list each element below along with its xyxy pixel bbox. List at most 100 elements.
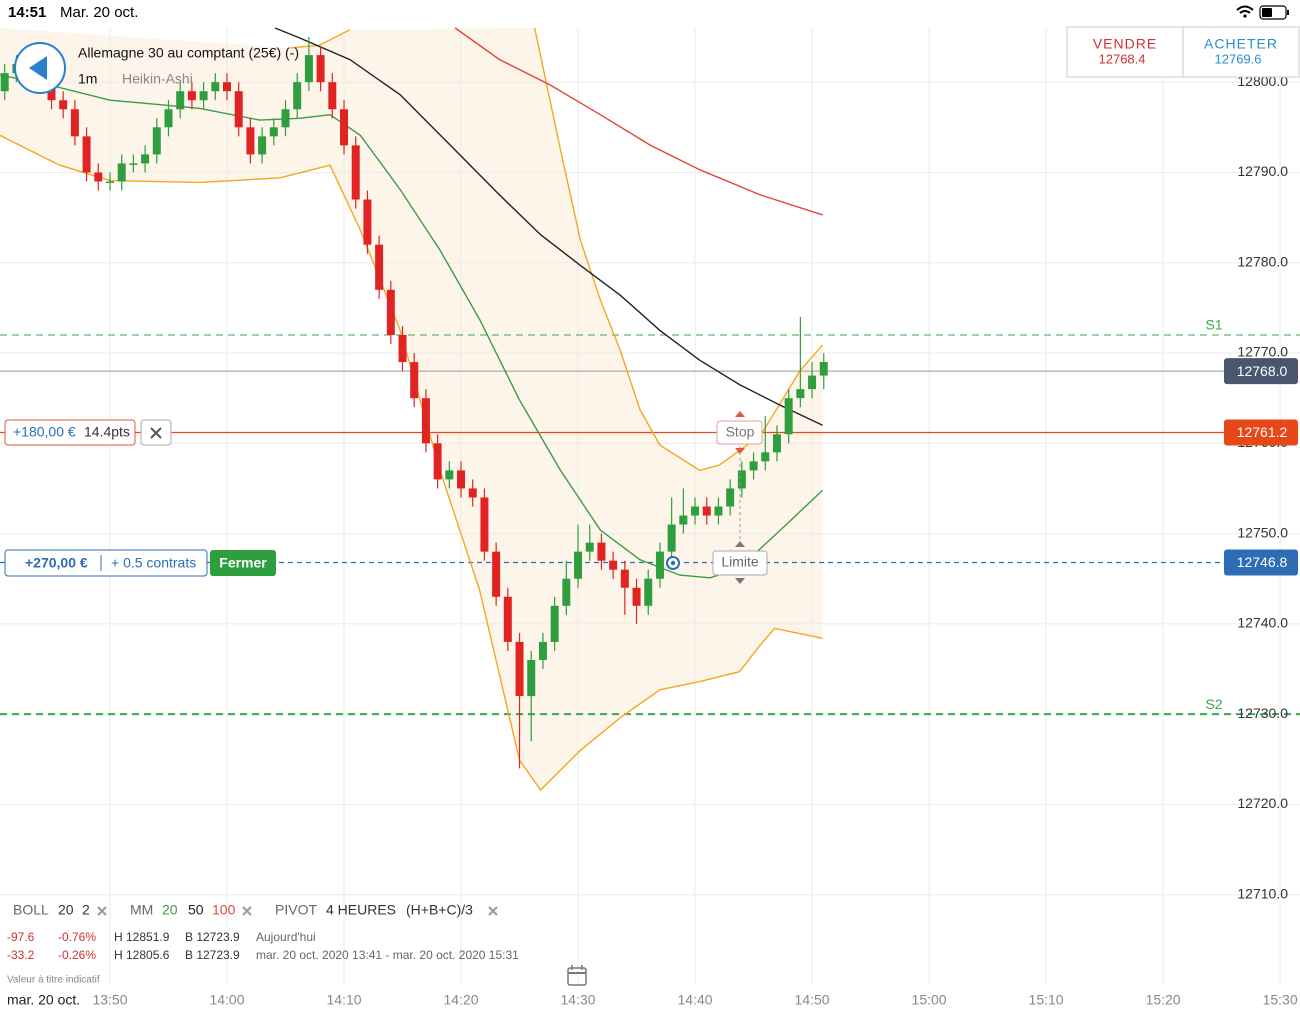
instrument-name: Allemagne 30 au comptant (25€) (-) [78, 45, 299, 61]
candle-body [269, 127, 278, 137]
x-tick-label: 15:30 [1263, 992, 1298, 1008]
indicator-line [0, 134, 823, 792]
back-button[interactable] [14, 42, 66, 94]
candle-body [702, 506, 711, 516]
price-tag [1224, 549, 1298, 576]
candle-body [515, 641, 524, 697]
price-tag [1224, 358, 1298, 385]
timeframe[interactable]: 1m [78, 71, 97, 87]
candle-body [164, 109, 173, 128]
remove-mm[interactable] [242, 906, 252, 916]
candle-body [176, 91, 185, 110]
candle-body [655, 551, 664, 579]
candle-body [691, 506, 700, 516]
candle-body [749, 461, 758, 471]
y-tick-label: 12750.0 [1237, 524, 1288, 540]
candle-body [433, 443, 442, 480]
candle-body [105, 181, 114, 183]
candle-body [328, 82, 337, 110]
sell-price[interactable]: 12768.4 [1099, 51, 1146, 66]
low: B 12723.9 [185, 948, 240, 962]
stop-handle[interactable] [716, 420, 763, 445]
mm-label[interactable]: MM [130, 902, 153, 918]
support-label: S1 [1205, 317, 1222, 333]
sell-label[interactable]: VENDRE [1093, 36, 1157, 52]
close-button-label[interactable]: Fermer [219, 555, 267, 571]
price-tag-label: 12746.8 [1237, 554, 1288, 570]
stop-order-box[interactable] [4, 419, 136, 446]
change-percent: -0.26% [58, 948, 96, 962]
calendar-button[interactable] [567, 965, 587, 986]
candle-body [281, 109, 290, 128]
y-tick-label: 12730.0 [1237, 705, 1288, 721]
candle-body [363, 199, 372, 245]
candle-body [597, 542, 606, 561]
limit-label[interactable]: Limite [721, 554, 759, 570]
disclaimer: Valeur à titre indicatif [7, 975, 100, 986]
candle-body [644, 578, 653, 606]
buy-label[interactable]: ACHETER [1204, 36, 1278, 52]
candle-body [375, 244, 384, 290]
chart-style[interactable]: Heikin-Ashi [122, 71, 193, 87]
candle-body [679, 515, 688, 525]
x-tick-label: 14:50 [795, 992, 830, 1008]
candle-body [761, 452, 770, 462]
candle-body [620, 569, 629, 588]
stop-drag-down[interactable] [735, 448, 745, 454]
high: H 12851.9 [114, 930, 170, 944]
candle-body [129, 163, 138, 165]
status-time: 14:51 [8, 4, 46, 21]
stop-cancel[interactable] [140, 419, 172, 446]
candle-body [714, 506, 723, 516]
status-date: Mar. 20 oct. [60, 4, 138, 21]
candle-body [316, 55, 325, 83]
indicator-panel: BOLL 20 2 MM 20 50 100 PIVOT 4 HEURES (H… [7, 902, 519, 986]
limit-drag-down[interactable] [735, 578, 745, 584]
x-tick-label: 15:20 [1146, 992, 1181, 1008]
position-size: + 0.5 contrats [111, 555, 196, 571]
candle-body [293, 82, 302, 110]
indicator-line [290, 27, 824, 472]
x-tick-label: 14:30 [561, 992, 596, 1008]
candle-body [199, 91, 208, 101]
pivot-label[interactable]: PIVOT [275, 902, 317, 918]
pivot-formula: (H+B+C)/3 [406, 902, 473, 918]
change-points: -97.6 [7, 930, 35, 944]
candle-body [784, 398, 793, 435]
mm-50: 50 [188, 902, 204, 918]
candle-body [574, 551, 583, 579]
remove-boll[interactable] [97, 906, 107, 916]
candle-body [351, 145, 360, 200]
candle-body [398, 334, 407, 363]
indicator-line [274, 27, 823, 426]
candle-body [726, 488, 735, 507]
stop-label[interactable]: Stop [726, 424, 755, 440]
axis-date: mar. 20 oct. [7, 992, 80, 1008]
mm-100: 100 [212, 902, 236, 918]
boll-label[interactable]: BOLL [13, 902, 49, 918]
stop-drag-up[interactable] [735, 411, 745, 417]
entry-marker [666, 556, 680, 570]
candle-body [632, 587, 641, 606]
limit-handle[interactable] [712, 550, 768, 576]
buy-price[interactable]: 12769.6 [1215, 51, 1262, 66]
chart: S1 S2 12710.0 12720.0 12730.0 12740.0 12750.0 1… [0, 27, 1300, 1008]
close-button[interactable] [210, 550, 276, 576]
limit-drag-up[interactable] [735, 541, 745, 547]
y-tick-label: 12770.0 [1237, 344, 1288, 360]
candle-body [187, 91, 196, 101]
candle-body [667, 524, 676, 552]
candle-body [117, 163, 126, 182]
candle-body [538, 641, 547, 660]
candle-body [258, 136, 267, 155]
remove-pivot[interactable] [488, 906, 498, 916]
candle-body [585, 542, 594, 552]
x-tick-label: 14:10 [326, 992, 361, 1008]
candle-body [609, 560, 618, 570]
stop-points: 14.4pts [84, 424, 130, 440]
status-icons [1236, 5, 1289, 20]
band-fill [0, 28, 823, 790]
candle-body [223, 82, 232, 92]
support-label: S2 [1205, 696, 1222, 712]
